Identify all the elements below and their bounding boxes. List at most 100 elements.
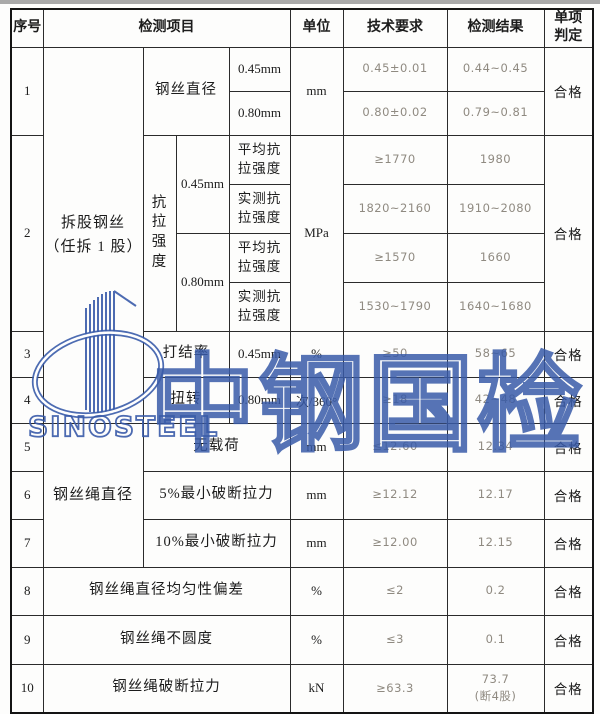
cell-unit: kN — [289, 663, 344, 714]
cell-no: 9 — [10, 614, 44, 665]
cell-item: 无载荷 — [142, 422, 291, 472]
cell-unit: % — [289, 614, 344, 665]
cell-group-rope-diameter: 钢丝绳直径 — [42, 422, 144, 568]
scanned-page-edge — [0, 0, 600, 4]
table-row: 9 钢丝绳不圆度 % ≤3 0.1 合格 — [10, 614, 594, 665]
cell-unit: % — [289, 566, 344, 616]
cell-result: 0.44~0.45 — [446, 46, 545, 92]
cell-method: 平均抗 拉强度 — [228, 134, 291, 185]
cell-unit: mm — [289, 518, 344, 568]
col-header-unit: 单位 — [289, 8, 344, 48]
cell-result: 1980 — [446, 134, 545, 185]
cell-requirement: 0.80±0.02 — [342, 90, 448, 136]
cell-judgment: 合格 — [543, 566, 594, 616]
cell-unit: mm — [289, 422, 344, 472]
table-header-row: 序号 检测项目 单位 技术要求 检测结果 单项 判定 — [10, 8, 594, 48]
cell-unit: mm — [289, 46, 344, 136]
cell-requirement: ≥1570 — [342, 232, 448, 283]
cell-result: 12.34 — [446, 422, 545, 472]
cell-no: 6 — [10, 470, 44, 520]
cell-judgment: 合格 — [543, 376, 594, 424]
cell-spec: 0.45mm — [175, 134, 230, 234]
cell-item: 扭转 — [142, 376, 230, 424]
cell-item: 钢丝绳不圆度 — [42, 614, 291, 665]
cell-spec: 0.45mm — [228, 330, 291, 378]
col-header-item: 检测项目 — [42, 8, 291, 48]
cell-no: 8 — [10, 566, 44, 616]
table-row: 实测抗 拉强度 1820~2160 1910~2080 — [11, 183, 593, 234]
cell-requirement: ≤12.60 — [342, 422, 448, 472]
col-header-judgment: 单项 判定 — [543, 8, 594, 48]
cell-spec: 0.80mm — [228, 376, 291, 424]
cell-requirement: ≥63.3 — [342, 663, 448, 714]
col-header-no: 序号 — [10, 8, 44, 48]
cell-judgment: 合格 — [543, 46, 594, 136]
cell-unit: MPa — [289, 134, 344, 332]
cell-judgment: 合格 — [543, 134, 594, 332]
cell-result: 12.17 — [446, 470, 545, 520]
table-row: 0.80mm 0.80±0.02 0.79~0.81 — [11, 90, 593, 136]
cell-item: 钢丝绳直径均匀性偏差 — [42, 566, 291, 616]
cell-spec: 0.80mm — [175, 232, 230, 332]
cell-group-strand-wire: 拆股钢丝 （任拆 1 股） — [42, 46, 144, 424]
cell-item: 钢丝绳破断拉力 — [42, 663, 291, 714]
cell-spec: 0.80mm — [228, 90, 291, 136]
table-row: 实测抗 拉强度 1530~1790 1640~1680 — [11, 281, 593, 332]
cell-unit: mm — [289, 470, 344, 520]
cell-result: 73.7 (断4股) — [446, 663, 545, 714]
cell-item: 5%最小破断拉力 — [142, 470, 291, 520]
cell-judgment: 合格 — [543, 330, 594, 378]
cell-unit: % — [289, 330, 344, 378]
cell-result: 0.79~0.81 — [446, 90, 545, 136]
cell-requirement: ≤2 — [342, 566, 448, 616]
cell-result: 0.1 — [446, 614, 545, 665]
cell-judgment: 合格 — [543, 470, 594, 520]
inspection-result-table: 序号 检测项目 单位 技术要求 检测结果 单项 判定 1 拆股钢丝 （任拆 1 … — [10, 8, 594, 714]
cell-judgment: 合格 — [543, 663, 594, 714]
table-row: 8 钢丝绳直径均匀性偏差 % ≤2 0.2 合格 — [10, 566, 594, 616]
cell-no: 5 — [10, 422, 44, 472]
cell-result: 1910~2080 — [446, 183, 545, 234]
cell-result: 1640~1680 — [446, 281, 545, 332]
table-row: 7 10%最小破断拉力 mm ≥12.00 12.15 合格 — [10, 518, 594, 568]
cell-no: 2 — [10, 134, 44, 332]
cell-judgment: 合格 — [543, 614, 594, 665]
cell-requirement: ≥12.12 — [342, 470, 448, 520]
cell-item: 钢丝直径 — [142, 46, 230, 136]
cell-spec: 0.45mm — [228, 46, 291, 92]
cell-no: 1 — [10, 46, 44, 136]
cell-judgment: 合格 — [543, 422, 594, 472]
cell-judgment: 合格 — [543, 518, 594, 568]
cell-item: 打结率 — [142, 330, 230, 378]
table-row: 2 抗拉 强度 0.45mm 平均抗 拉强度 MPa ≥1770 1980 合格 — [10, 134, 594, 332]
cell-result: 12.15 — [446, 518, 545, 568]
table-row: 10 钢丝绳破断拉力 kN ≥63.3 73.7 (断4股) 合格 — [10, 663, 594, 714]
cell-requirement: ≥18 — [342, 376, 448, 424]
cell-no: 7 — [10, 518, 44, 568]
table-row: 5 钢丝绳直径 无载荷 mm ≤12.60 12.34 合格 — [10, 422, 594, 568]
cell-result: 42~48 — [446, 376, 545, 424]
cell-requirement: 1820~2160 — [342, 183, 448, 234]
cell-method: 实测抗 拉强度 — [228, 281, 291, 332]
cell-requirement: ≥12.00 — [342, 518, 448, 568]
cell-result: 0.2 — [446, 566, 545, 616]
cell-unit: 次/360° — [289, 376, 344, 424]
cell-requirement: ≥50 — [342, 330, 448, 378]
cell-no: 10 — [10, 663, 44, 714]
cell-result: 1660 — [446, 232, 545, 283]
col-header-result: 检测结果 — [446, 8, 545, 48]
cell-method: 平均抗 拉强度 — [228, 232, 291, 283]
cell-no: 4 — [10, 376, 44, 424]
table-row: 1 拆股钢丝 （任拆 1 股） 钢丝直径 0.45mm mm 0.45±0.01… — [10, 46, 594, 424]
cell-item: 10%最小破断拉力 — [142, 518, 291, 568]
col-header-requirement: 技术要求 — [342, 8, 448, 48]
cell-requirement: 1530~1790 — [342, 281, 448, 332]
cell-requirement: ≤3 — [342, 614, 448, 665]
cell-requirement: 0.45±0.01 — [342, 46, 448, 92]
cell-method: 实测抗 拉强度 — [228, 183, 291, 234]
table-row: 0.80mm 平均抗 拉强度 ≥1570 1660 — [11, 232, 593, 332]
cell-result: 58~65 — [446, 330, 545, 378]
cell-requirement: ≥1770 — [342, 134, 448, 185]
cell-no: 3 — [10, 330, 44, 378]
cell-item: 抗拉 强度 — [142, 134, 177, 332]
